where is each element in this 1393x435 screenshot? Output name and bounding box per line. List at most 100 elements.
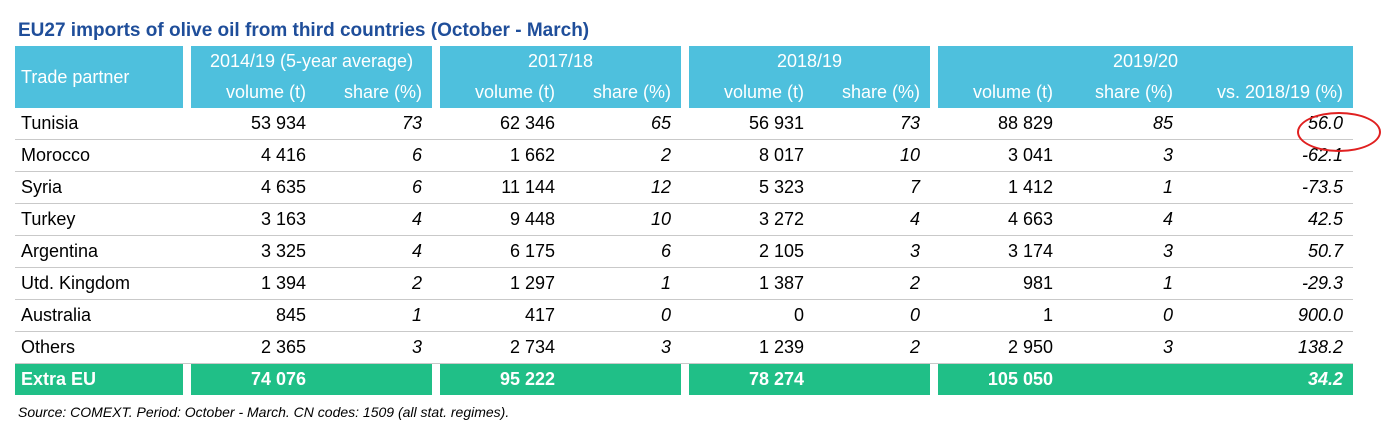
volume-cell: 845 <box>191 300 316 332</box>
table-row: Australia 845 1 417 0 0 0 1 0 900.0 <box>15 300 1353 332</box>
share-cell: 3 <box>814 236 930 268</box>
volume-cell: 1 297 <box>440 268 565 300</box>
share-cell: 3 <box>1063 236 1183 268</box>
column-gap <box>930 236 938 268</box>
column-gap <box>183 300 191 332</box>
partner-cell: Morocco <box>15 140 183 172</box>
column-gap <box>432 268 440 300</box>
change-cell: 138.2 <box>1183 332 1353 364</box>
share-cell: 1 <box>1063 268 1183 300</box>
total-volume: 74 076 <box>191 364 432 395</box>
column-gap <box>183 268 191 300</box>
column-gap <box>930 268 938 300</box>
volume-cell: 3 163 <box>191 204 316 236</box>
column-gap <box>432 300 440 332</box>
change-cell: 42.5 <box>1183 204 1353 236</box>
change-cell: 900.0 <box>1183 300 1353 332</box>
share-cell: 12 <box>565 172 681 204</box>
table-row: Tunisia 53 934 73 62 346 65 56 931 73 88 829 85 5… <box>15 108 1353 140</box>
volume-cell: 1 <box>938 300 1063 332</box>
total-spacer <box>1063 364 1183 395</box>
header-group-2019-20: 2019/20 <box>938 46 1353 77</box>
column-gap <box>681 172 689 204</box>
total-volume: 78 274 <box>689 364 930 395</box>
volume-cell: 4 416 <box>191 140 316 172</box>
change-cell: -73.5 <box>1183 172 1353 204</box>
table-row: Turkey 3 163 4 9 448 10 3 272 4 4 663 4 42.5 <box>15 204 1353 236</box>
highlight-circle <box>1297 112 1381 152</box>
column-gap <box>183 364 191 395</box>
volume-cell: 4 635 <box>191 172 316 204</box>
column-gap <box>930 108 938 140</box>
share-cell: 1 <box>1063 172 1183 204</box>
table-body: Tunisia 53 934 73 62 346 65 56 931 73 88 829 85 5… <box>15 108 1353 395</box>
header-share: share (%) <box>814 77 930 108</box>
share-cell: 65 <box>565 108 681 140</box>
volume-cell: 2 105 <box>689 236 814 268</box>
share-cell: 2 <box>814 268 930 300</box>
total-change: 34.2 <box>1183 364 1353 395</box>
column-gap <box>432 204 440 236</box>
share-cell: 6 <box>565 236 681 268</box>
partner-cell: Others <box>15 332 183 364</box>
source-note: Source: COMEXT. Period: October - March.… <box>18 404 510 420</box>
table-title: EU27 imports of olive oil from third cou… <box>18 20 590 41</box>
share-cell: 3 <box>565 332 681 364</box>
volume-cell: 8 017 <box>689 140 814 172</box>
header-volume: volume (t) <box>938 77 1063 108</box>
table-row: Syria 4 635 6 11 144 12 5 323 7 1 412 1 -73.5 <box>15 172 1353 204</box>
volume-cell: 9 448 <box>440 204 565 236</box>
total-label: Extra EU <box>15 364 183 395</box>
column-gap <box>432 172 440 204</box>
volume-cell: 1 387 <box>689 268 814 300</box>
table-row: Argentina 3 325 4 6 175 6 2 105 3 3 174 3 50.7 <box>15 236 1353 268</box>
header-group-2014-19: 2014/19 (5-year average) <box>191 46 432 77</box>
total-volume: 105 050 <box>938 364 1063 395</box>
volume-cell: 62 346 <box>440 108 565 140</box>
share-cell: 10 <box>565 204 681 236</box>
volume-cell: 3 325 <box>191 236 316 268</box>
share-cell: 10 <box>814 140 930 172</box>
header-share: share (%) <box>565 77 681 108</box>
share-cell: 2 <box>565 140 681 172</box>
volume-cell: 1 662 <box>440 140 565 172</box>
volume-cell: 53 934 <box>191 108 316 140</box>
share-cell: 0 <box>814 300 930 332</box>
volume-cell: 5 323 <box>689 172 814 204</box>
table-row: Morocco 4 416 6 1 662 2 8 017 10 3 041 3 -62.1 <box>15 140 1353 172</box>
share-cell: 3 <box>316 332 432 364</box>
olive-oil-imports-table: Trade partner 2014/19 (5-year average) 2… <box>15 46 1353 395</box>
column-gap <box>930 172 938 204</box>
volume-cell: 1 239 <box>689 332 814 364</box>
header-volume: volume (t) <box>191 77 316 108</box>
volume-cell: 1 394 <box>191 268 316 300</box>
share-cell: 6 <box>316 172 432 204</box>
column-gap <box>432 364 440 395</box>
share-cell: 85 <box>1063 108 1183 140</box>
column-gap <box>930 364 938 395</box>
volume-cell: 3 174 <box>938 236 1063 268</box>
column-gap <box>183 236 191 268</box>
column-gap <box>432 108 440 140</box>
partner-cell: Turkey <box>15 204 183 236</box>
share-cell: 3 <box>1063 332 1183 364</box>
column-gap <box>681 300 689 332</box>
partner-cell: Syria <box>15 172 183 204</box>
column-gap <box>681 268 689 300</box>
partner-cell: Utd. Kingdom <box>15 268 183 300</box>
header-volume: volume (t) <box>440 77 565 108</box>
column-gap <box>183 204 191 236</box>
volume-cell: 6 175 <box>440 236 565 268</box>
header-group-2017-18: 2017/18 <box>440 46 681 77</box>
header-share: share (%) <box>1063 77 1183 108</box>
volume-cell: 0 <box>689 300 814 332</box>
volume-cell: 2 950 <box>938 332 1063 364</box>
volume-cell: 56 931 <box>689 108 814 140</box>
share-cell: 3 <box>1063 140 1183 172</box>
column-gap <box>681 332 689 364</box>
total-volume: 95 222 <box>440 364 681 395</box>
share-cell: 0 <box>1063 300 1183 332</box>
table-row: Utd. Kingdom 1 394 2 1 297 1 1 387 2 981 1 -29.3 <box>15 268 1353 300</box>
header-group-2018-19: 2018/19 <box>689 46 930 77</box>
column-gap <box>930 300 938 332</box>
